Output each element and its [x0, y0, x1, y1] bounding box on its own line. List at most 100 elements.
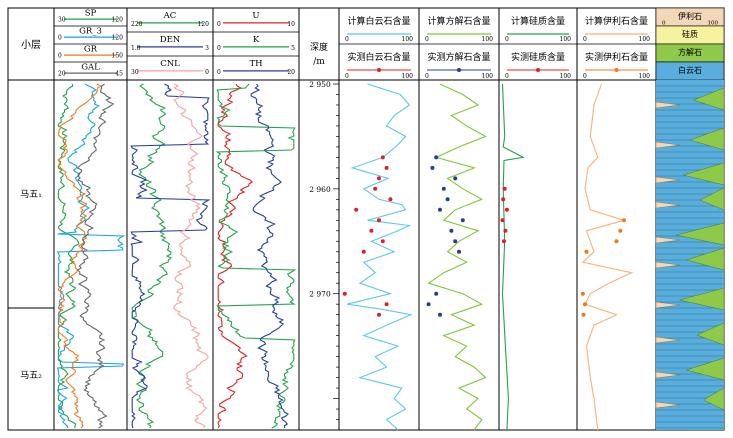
mineral-scale-max: 100: [639, 73, 651, 80]
data-point-sil: [503, 228, 508, 233]
data-point-ill: [622, 218, 626, 223]
lith-calcite-wedge: [692, 87, 725, 111]
data-point-cal: [460, 218, 465, 223]
curve-scale-max: 20: [287, 69, 295, 76]
curve-name-th: TH: [249, 59, 262, 69]
curve-name-k: K: [253, 35, 260, 45]
lith-calcite-wedge: [676, 222, 725, 246]
data-point-cal: [438, 312, 442, 317]
data-point-dol: [380, 155, 385, 160]
curve-scale-max: 150: [112, 53, 124, 60]
mineral-meas-legend-dot: [377, 68, 381, 72]
lith-illite-wedge: [655, 236, 680, 244]
curve-scale-max: 45: [115, 71, 123, 78]
series-line-dol: [346, 83, 413, 431]
data-point-ill: [614, 239, 619, 244]
mineral-scale-max: 100: [639, 36, 651, 43]
data-point-cal: [453, 239, 458, 244]
curve-scale-max: 120: [198, 21, 210, 28]
mineral-scale-min: 0: [583, 36, 587, 43]
mineral-calc-label-dol: 计算白云石含量: [347, 15, 410, 27]
lith-illite-wedge: [655, 261, 680, 269]
lith-calcite-wedge: [696, 322, 725, 346]
depth-tick-label: 2 970: [309, 290, 331, 299]
zone-label-2: 马五₂: [20, 370, 42, 381]
data-point-cal: [430, 165, 435, 170]
zone-header: 小层: [21, 39, 41, 51]
data-point-cal: [441, 186, 446, 191]
curve-name-ac: AC: [163, 11, 177, 21]
data-point-cal: [445, 197, 450, 202]
series-line-sil: [501, 83, 525, 431]
curve-scale-max: 120: [112, 17, 124, 24]
mineral-scale-max: 100: [560, 73, 572, 80]
curve-den: [130, 83, 211, 429]
data-point-cal: [453, 176, 458, 181]
mineral-scale-min: 0: [425, 36, 429, 43]
mineral-meas-label-dol: 实测白云石含量: [347, 51, 410, 63]
data-point-cal: [434, 291, 439, 296]
mineral-scale-min: 0: [345, 36, 349, 43]
lith-calcite-wedge: [685, 357, 725, 381]
mineral-calc-label-sil: 计算硅质含量: [511, 15, 565, 27]
series-line-cal: [427, 83, 487, 431]
curve-th: [250, 83, 289, 429]
curve-ac: [131, 83, 173, 429]
curve-scale-max: 0: [205, 69, 209, 76]
lith-illite-wedge: [655, 201, 680, 209]
depth-header: 深度: [310, 41, 328, 53]
lith-calcite-wedge: [685, 247, 725, 271]
curve-scale-min: 30: [58, 17, 66, 24]
mineral-meas-label-ill: 实测伊利石含量: [585, 51, 648, 63]
lith-illite-wedge: [655, 371, 680, 379]
data-point-dol: [384, 165, 389, 170]
curve-scale-min: 0: [58, 35, 62, 42]
curve-sp: [57, 83, 80, 428]
mineral-scale-max: 100: [482, 36, 494, 43]
lith-calcite-wedge: [699, 187, 725, 211]
curve-gal: [76, 83, 115, 429]
curve-name-sp: SP: [85, 9, 97, 19]
lith-illite-wedge: [655, 401, 680, 409]
data-point-dol: [377, 312, 381, 317]
mineral-scale-min: 0: [505, 73, 509, 80]
depth-tick-label: 2 960: [309, 185, 331, 194]
data-point-sil: [500, 218, 505, 223]
mineral-meas-legend-dot: [614, 68, 619, 72]
data-point-dol: [377, 176, 381, 181]
curve-name-den: DEN: [160, 35, 181, 45]
data-point-cal: [426, 302, 431, 307]
lith-legend-label: 方解石: [678, 47, 702, 57]
data-point-dol: [361, 249, 366, 254]
mineral-meas-legend-dot: [536, 68, 540, 72]
mineral-scale-max: 100: [560, 36, 572, 43]
data-point-dol: [384, 302, 389, 307]
lith-scale-max: 100: [708, 21, 719, 27]
mineral-calc-label-ill: 计算伊利石含量: [585, 15, 648, 27]
curve-scale-min: 1.8: [131, 45, 141, 52]
data-point-sil: [504, 207, 509, 212]
curve-scale-min: 30: [131, 69, 139, 76]
data-point-ill: [580, 291, 585, 296]
mineral-scale-max: 100: [482, 73, 494, 80]
mineral-meas-label-sil: 实测硅质含量: [511, 51, 565, 63]
depth-tick-label: 2 950: [309, 80, 331, 89]
mineral-calc-label-cal: 计算方解石含量: [427, 15, 490, 27]
lith-legend-label: 硅质: [682, 29, 698, 39]
curve-scale-min: 220: [131, 21, 143, 28]
data-point-dol: [388, 197, 393, 202]
curve-scale-max: 5: [291, 45, 295, 52]
data-point-dol: [377, 218, 381, 223]
curve-name-gr_3: GR_3: [79, 27, 102, 37]
lith-illite-wedge: [655, 141, 680, 149]
curve-name-cnl: CNL: [160, 59, 180, 69]
curve-name-gr: GR: [84, 45, 98, 55]
data-point-sil: [502, 186, 507, 191]
curve-scale-max: 3: [205, 45, 209, 52]
curve-scale-min: 0: [217, 45, 221, 52]
curve-scale-max: 120: [112, 35, 124, 42]
mineral-scale-max: 100: [402, 73, 414, 80]
mineral-meas-legend-dot: [457, 68, 461, 72]
curve-name-gal: GAL: [81, 63, 100, 73]
mineral-scale-max: 100: [402, 36, 414, 43]
